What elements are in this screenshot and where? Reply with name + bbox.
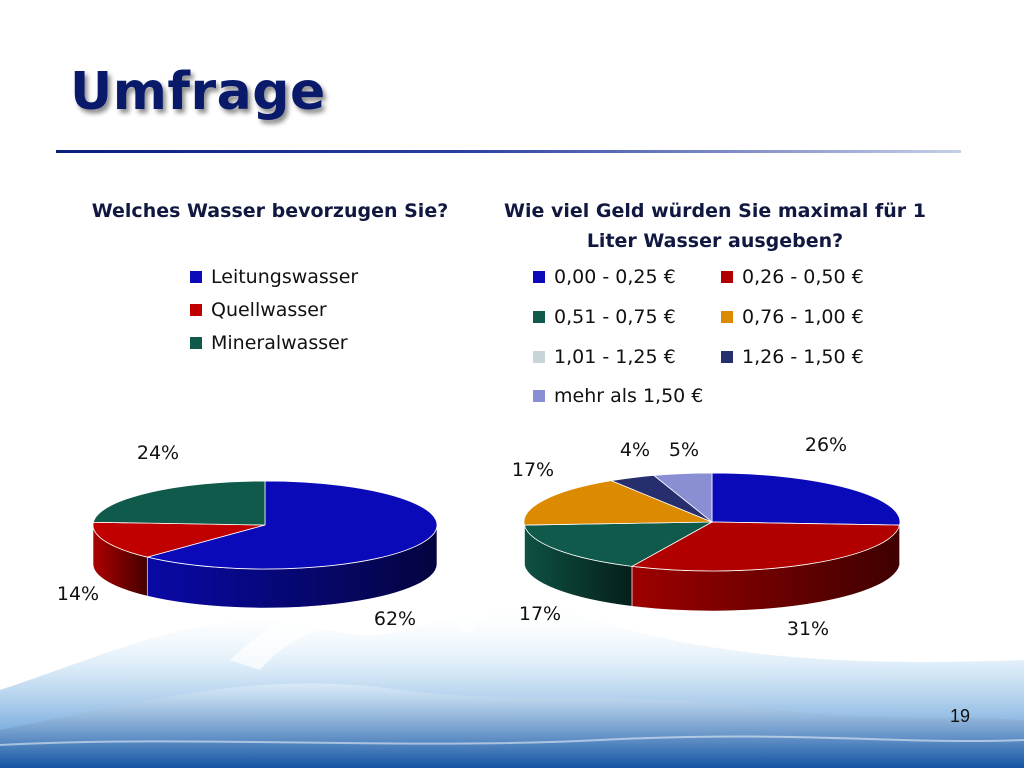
slide-title: Umfrage <box>70 62 326 122</box>
legend-item-mehr-als-1-50: mehr als 1,50 € <box>533 385 703 407</box>
chart-title: Wie viel Geld würden Sie maximal für 1 L… <box>504 200 926 252</box>
pie-slice-6 <box>652 472 713 523</box>
slice-percent-label: 31% <box>787 618 829 640</box>
legend-item-mineralwasser: Mineralwasser <box>190 332 348 354</box>
slice-percent-label: 62% <box>374 608 416 630</box>
slice-percent-label: 4% <box>620 439 650 461</box>
legend-label: mehr als 1,50 € <box>554 385 704 407</box>
pie-slice-2 <box>92 480 266 526</box>
legend-label: 1,01 - 1,25 € <box>554 346 676 368</box>
slice-percent-label: 14% <box>57 583 99 605</box>
legend-item-0-00-0-25: 0,00 - 0,25 € <box>533 266 676 288</box>
legend-item-0-76-1-00: 0,76 - 1,00 € <box>721 306 864 328</box>
legend-label: Mineralwasser <box>211 332 348 354</box>
legend-item-0-51-0-75: 0,51 - 0,75 € <box>533 306 676 328</box>
legend-label: 0,76 - 1,00 € <box>742 306 864 328</box>
legend-label: 0,51 - 0,75 € <box>554 306 676 328</box>
legend-swatch <box>190 304 202 316</box>
legend-item-quellwasser: Quellwasser <box>190 299 327 321</box>
slice-percent-label: 17% <box>512 459 554 481</box>
pie-slice-2 <box>523 521 713 567</box>
water-splash-background <box>0 584 1024 768</box>
legend-swatch <box>533 390 545 402</box>
legend-swatch <box>721 311 733 323</box>
legend-item-1-26-1-50: 1,26 - 1,50 € <box>721 346 864 368</box>
legend-label: Leitungswasser <box>211 266 359 288</box>
chart-legend: Leitungswasser Quellwasser Mineralwasser <box>190 266 490 366</box>
legend-item-1-01-1-25: 1,01 - 1,25 € <box>533 346 676 368</box>
slice-percent-label: 17% <box>519 603 561 625</box>
legend-swatch <box>190 271 202 283</box>
legend-swatch <box>533 271 545 283</box>
legend-label: 0,00 - 0,25 € <box>554 266 676 288</box>
slice-percent-label: 26% <box>805 434 847 456</box>
slice-percent-label: 24% <box>137 442 179 464</box>
chart-legend: 0,00 - 0,25 € 0,26 - 0,50 € 0,51 - 0,75 … <box>533 266 933 416</box>
pie-slice-0 <box>147 480 438 570</box>
pie-slice-3 <box>523 480 713 526</box>
legend-item-leitungswasser: Leitungswasser <box>190 266 358 288</box>
pie-slice-1 <box>92 521 266 558</box>
title-divider <box>56 150 961 153</box>
pie-slice-0 <box>711 472 901 526</box>
chart-title: Welches Wasser bevorzugen Sie? <box>91 200 449 222</box>
legend-item-0-26-0-50: 0,26 - 0,50 € <box>721 266 864 288</box>
legend-label: 1,26 - 1,50 € <box>742 346 864 368</box>
legend-swatch <box>533 351 545 363</box>
pie-slice-1 <box>630 521 901 572</box>
legend-swatch <box>721 351 733 363</box>
legend-swatch <box>190 337 202 349</box>
legend-label: Quellwasser <box>211 299 327 321</box>
legend-swatch <box>533 311 545 323</box>
page-number: 19 <box>949 706 970 726</box>
legend-swatch <box>721 271 733 283</box>
legend-label: 0,26 - 0,50 € <box>742 266 864 288</box>
slice-percent-label: 5% <box>669 439 699 461</box>
